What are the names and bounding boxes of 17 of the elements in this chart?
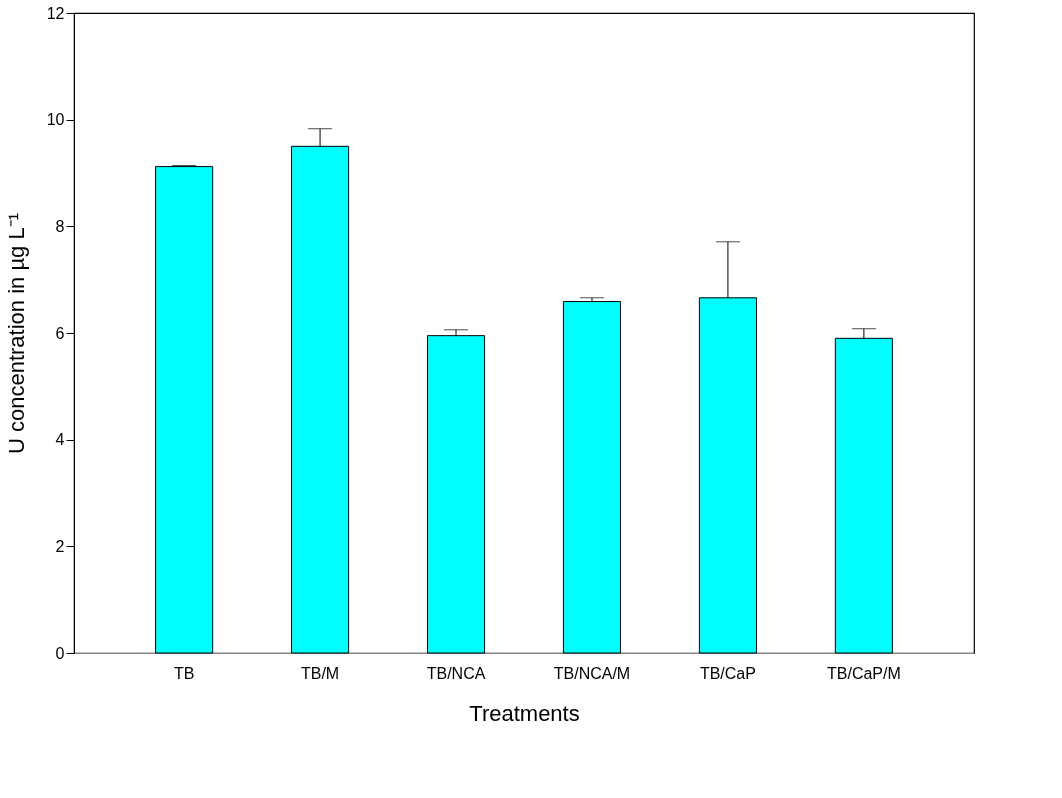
x-tick-label: TB/CaP/M: [826, 664, 901, 682]
y-tick-label: 6: [55, 324, 65, 342]
y-tick-label: 4: [55, 431, 65, 449]
x-tick-label: TB/NCA/M: [553, 664, 631, 682]
y-tick-label: 10: [46, 111, 65, 129]
y-tick-label: 2: [55, 537, 65, 555]
x-axis-title: Treatments: [469, 700, 580, 726]
y-tick-label: 8: [55, 217, 65, 235]
bar: [562, 301, 622, 654]
x-tick-label: TB/M: [300, 664, 340, 682]
y-tick-label: 0: [55, 644, 65, 662]
bar: [155, 166, 214, 654]
y-tick-label: 12: [46, 4, 65, 22]
x-tick-label: TB/CaP: [699, 664, 756, 682]
y-axis-title: U concentration in µg L⁻¹: [3, 212, 29, 455]
x-tick-label: TB: [173, 664, 195, 682]
x-tick-label: TB/NCA: [426, 664, 486, 682]
